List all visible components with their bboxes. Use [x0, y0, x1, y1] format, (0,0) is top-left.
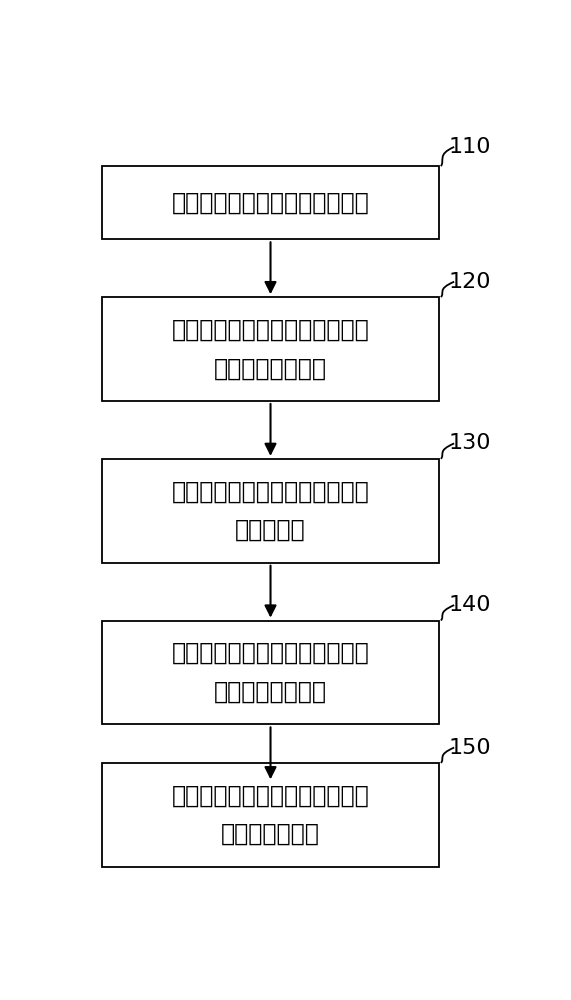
Bar [102, 620, 439, 724]
Text: 在设备资源信息中筛选目标数据: 在设备资源信息中筛选目标数据 [172, 191, 369, 215]
Text: 选取所述目标数据的若干个属性: 选取所述目标数据的若干个属性 [172, 318, 369, 342]
Text: 110: 110 [448, 137, 491, 157]
Text: 130: 130 [448, 433, 491, 453]
Text: 搜索所述起始节点到所述目的节: 搜索所述起始节点到所述目的节 [172, 641, 369, 665]
Text: 120: 120 [448, 272, 491, 292]
Text: 150: 150 [448, 738, 491, 758]
Bar [102, 297, 439, 401]
Text: 点之间的多个路由: 点之间的多个路由 [214, 680, 327, 704]
Text: 确定在所述图模型中的起始节点: 确定在所述图模型中的起始节点 [172, 480, 369, 504]
Bar [102, 763, 439, 867]
Text: 的自动选路结果: 的自动选路结果 [221, 822, 320, 846]
Text: 根据所述路由的优先级输出对应: 根据所述路由的优先级输出对应 [172, 784, 369, 808]
Bar [102, 459, 439, 563]
Text: 140: 140 [448, 595, 491, 615]
Text: 建立对应的图模型: 建立对应的图模型 [214, 356, 327, 380]
Text: 和目的节点: 和目的节点 [235, 518, 306, 542]
Bar [102, 166, 439, 239]
